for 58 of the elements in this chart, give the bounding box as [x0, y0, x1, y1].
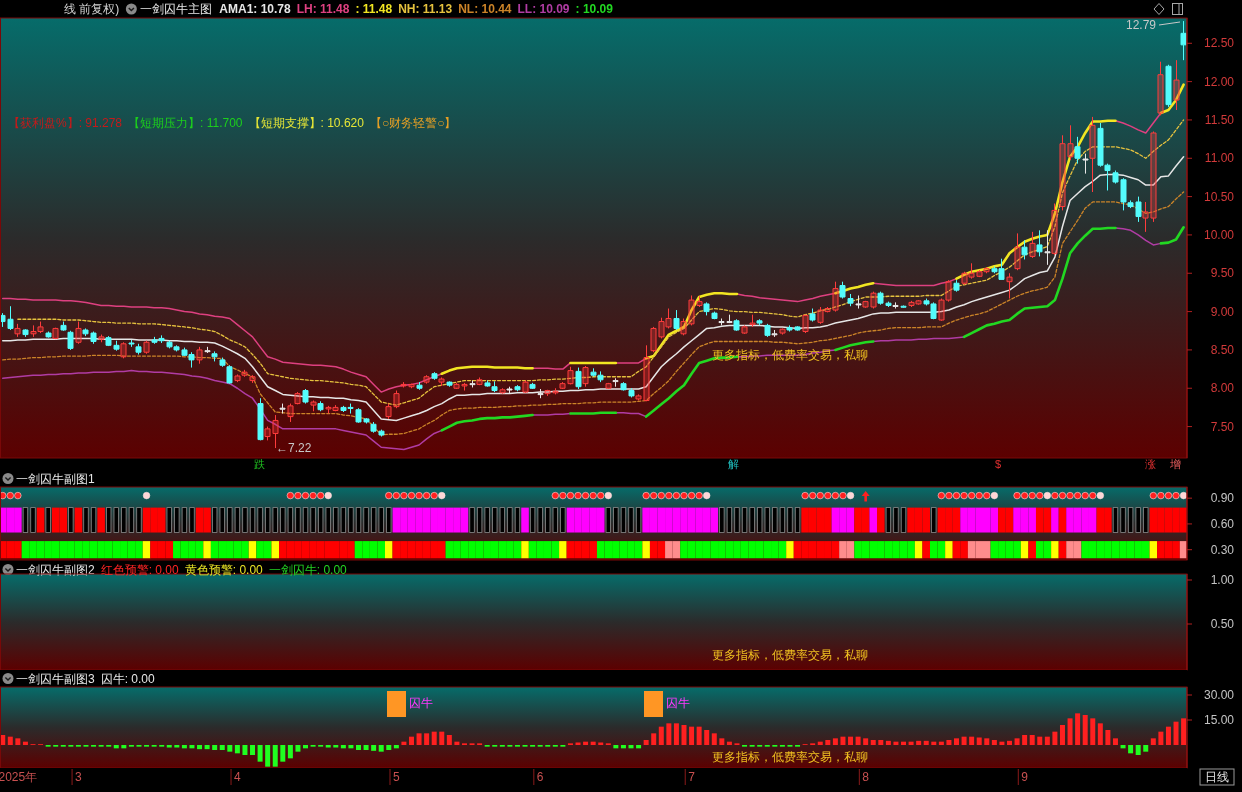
xtick: 5 — [393, 770, 400, 784]
annotation: $ — [994, 458, 1002, 470]
legend: : 11.48 — [355, 2, 393, 16]
annotation: ←7.22 — [276, 441, 312, 455]
ytick: 0.90 — [1210, 491, 1234, 506]
annotation: 黄色预警: 0.00 — [184, 563, 263, 577]
annotation: 一剑囚牛: 0.00 — [268, 563, 347, 577]
annotation: 12.79 — [1125, 18, 1156, 32]
ytick: 10.50 — [1203, 189, 1234, 204]
ytick: 0.60 — [1210, 516, 1234, 531]
annotation: 囚牛 — [409, 696, 433, 710]
ytick: 0.30 — [1210, 542, 1234, 557]
annotation: 囚牛: 0.00 — [100, 672, 155, 686]
annotation: 【短期支撑】: 10.620 — [248, 116, 364, 130]
annotation: 【短期压力】: 11.700 — [128, 116, 243, 130]
ytick: 12.00 — [1203, 74, 1234, 89]
legend: NL: 10.44 — [458, 2, 512, 16]
xtick: 4 — [234, 770, 241, 784]
title: 一剑囚牛副图1 — [16, 472, 95, 486]
annotation: 更多指标，低费率交易，私聊 — [712, 648, 868, 662]
xtick: 6 — [536, 770, 544, 784]
ytick: 8.50 — [1210, 342, 1234, 357]
xtick: 3 — [75, 770, 82, 784]
ytick: 11.50 — [1204, 112, 1234, 127]
ytick: 8.00 — [1210, 381, 1234, 396]
annotation: 跌 — [253, 458, 265, 470]
legend: : 10.09 — [575, 2, 613, 16]
annotation: 囚牛 — [666, 696, 690, 710]
legend: AMA1: 10.78 — [219, 2, 291, 16]
title: 线 前复权) — [64, 2, 120, 16]
legend: LH: 11.48 — [296, 2, 350, 16]
legend: NH: 11.13 — [398, 2, 453, 16]
xtick: 9 — [1021, 770, 1028, 784]
annotation: 1.00 — [1210, 573, 1234, 587]
title: 一剑囚牛副图3 — [16, 672, 95, 686]
ytick: 15.00 — [1203, 713, 1234, 727]
xtick: 2025年 — [0, 770, 38, 784]
annotation: 日线 — [1205, 770, 1229, 784]
annotation: 0.50 — [1210, 617, 1234, 631]
annotation: 解 — [727, 458, 739, 470]
ytick: 9.00 — [1210, 304, 1234, 319]
ytick: 9.50 — [1210, 266, 1234, 281]
subtitle: 一剑囚牛主图 — [140, 2, 213, 16]
ytick: 11.00 — [1204, 151, 1234, 166]
annotation: 更多指标，低费率交易，私聊 — [712, 750, 868, 764]
annotation: 【获利盘%】: 91.278 — [8, 116, 123, 130]
annotation: 增 — [1169, 458, 1181, 470]
annotation: 红色预警: 0.00 — [100, 563, 179, 577]
legend: LL: 10.09 — [517, 2, 570, 16]
xtick: 7 — [688, 770, 695, 784]
annotation: 【○财务轻警○】 — [369, 116, 457, 130]
xtick: 8 — [862, 770, 869, 784]
ytick: 10.00 — [1203, 227, 1234, 242]
ytick: 12.50 — [1203, 36, 1234, 51]
ytick: 7.50 — [1210, 419, 1234, 434]
ytick: 30.00 — [1203, 688, 1234, 702]
annotation: 涨 — [1144, 458, 1156, 470]
title: 一剑囚牛副图2 — [16, 563, 95, 577]
